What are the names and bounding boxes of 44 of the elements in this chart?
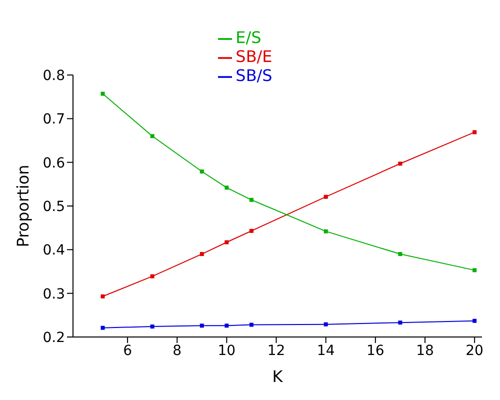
x-tick-label: 8 bbox=[172, 342, 182, 359]
point bbox=[398, 162, 402, 166]
point bbox=[249, 322, 254, 327]
x-tick-label: 10 bbox=[218, 342, 236, 359]
point bbox=[472, 130, 477, 134]
point bbox=[472, 268, 477, 272]
point bbox=[100, 326, 105, 330]
x-axis-title: K bbox=[272, 367, 284, 386]
x-tick-label: 18 bbox=[416, 342, 434, 359]
point bbox=[150, 134, 154, 138]
point bbox=[100, 294, 105, 298]
point bbox=[398, 320, 402, 325]
y-tick-label: 0.2 bbox=[42, 330, 65, 346]
point bbox=[200, 170, 204, 174]
point bbox=[249, 228, 254, 233]
y-tick-label: 0.3 bbox=[42, 286, 65, 302]
point bbox=[200, 252, 204, 256]
point bbox=[324, 194, 328, 199]
point bbox=[472, 318, 477, 323]
point bbox=[150, 274, 154, 278]
y-tick-label: 0.7 bbox=[42, 112, 65, 128]
point bbox=[224, 240, 229, 244]
point bbox=[100, 92, 105, 96]
x-tick-label: 6 bbox=[123, 342, 132, 359]
legend-label: SB/S bbox=[236, 66, 272, 85]
point bbox=[324, 229, 328, 234]
point bbox=[224, 186, 229, 190]
y-axis-title: Proportion bbox=[14, 164, 33, 248]
x-tick-label: 20 bbox=[466, 342, 484, 359]
point bbox=[249, 198, 254, 202]
x-tick-label: 12 bbox=[267, 342, 286, 359]
y-tick-label: 0.6 bbox=[42, 155, 66, 172]
point bbox=[398, 252, 402, 256]
point bbox=[150, 324, 154, 329]
y-tick-label: 0.5 bbox=[42, 198, 65, 215]
point bbox=[200, 324, 204, 328]
point bbox=[224, 324, 229, 328]
point bbox=[324, 322, 328, 326]
legend-label: E/S bbox=[236, 28, 262, 47]
x-tick-label: 16 bbox=[366, 342, 384, 359]
x-tick-label: 14 bbox=[316, 342, 335, 359]
legend-label: SB/E bbox=[236, 47, 272, 66]
y-tick-label: 0.8 bbox=[42, 68, 65, 84]
y-tick-label: 0.4 bbox=[42, 242, 66, 259]
